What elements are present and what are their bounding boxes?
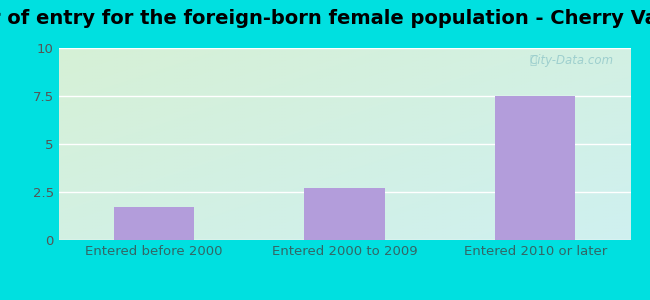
Bar <box>114 207 194 240</box>
Bar <box>495 96 575 240</box>
Text: ⓘ: ⓘ <box>529 54 536 67</box>
Text: Year of entry for the foreign-born female population - Cherry Valley: Year of entry for the foreign-born femal… <box>0 9 650 28</box>
Text: City-Data.com: City-Data.com <box>529 54 614 67</box>
Bar <box>304 188 385 240</box>
